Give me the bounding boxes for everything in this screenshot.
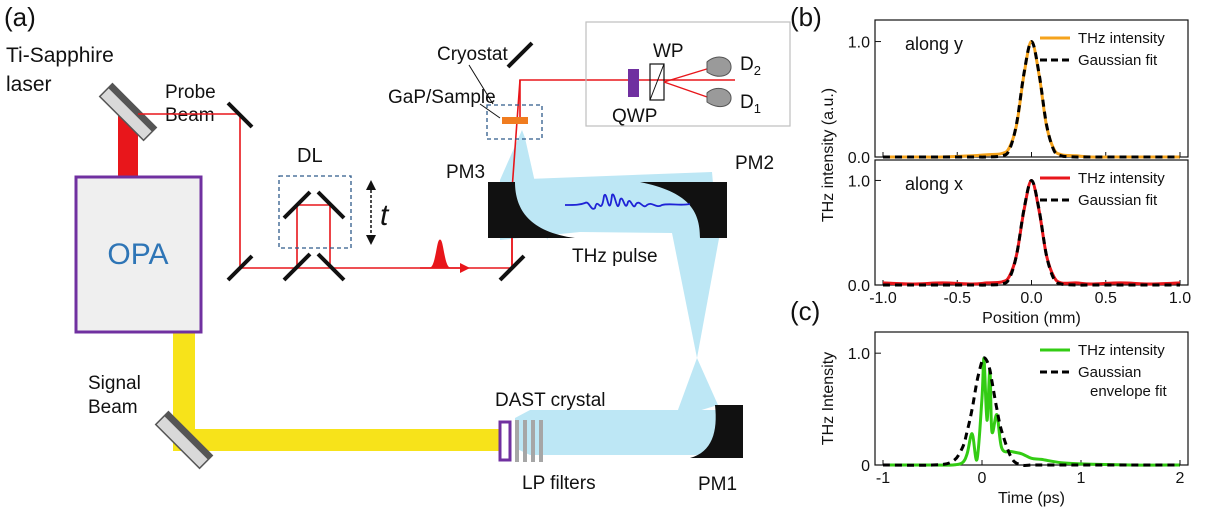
wp-diagonal xyxy=(649,63,665,101)
delay-line-label: DL xyxy=(297,145,323,167)
series-line-measured xyxy=(883,357,1181,467)
x-tick-label: 0 xyxy=(978,470,987,487)
chart-c: 0 1.0 -1 0 1 2 THz intensity Gaussian envelope f… xyxy=(820,331,1189,507)
delay-arrow-head-down xyxy=(366,235,376,245)
delay-loop xyxy=(296,204,331,268)
x-tick-label: 1 xyxy=(1077,470,1086,487)
y-tick-label: 0 xyxy=(861,458,870,475)
y-tick-label: 1.0 xyxy=(848,35,870,52)
legend-label: Gaussian fit xyxy=(1078,52,1158,69)
thz-waveform xyxy=(564,193,691,210)
detector-d2 xyxy=(706,56,732,77)
x-tick-label: 1.0 xyxy=(1169,290,1191,307)
lp-filters xyxy=(515,420,543,462)
y-tick-label: 0.0 xyxy=(848,150,870,167)
laser-label-line1: Ti-Sapphire xyxy=(6,44,114,67)
legend-label: envelope fit xyxy=(1090,383,1168,400)
pm3-label: PM3 xyxy=(446,162,485,183)
dast-crystal xyxy=(498,420,512,462)
y-axis-label: THz Intensity xyxy=(820,352,837,445)
laser-mirror xyxy=(98,82,158,142)
cryostat-box xyxy=(486,104,543,140)
thz-pulse-label: THz pulse xyxy=(572,246,658,267)
y-axis-label: THz intensity (a.u.) xyxy=(820,88,837,222)
chart-annotation: along y xyxy=(905,34,963,54)
detector-d1 xyxy=(706,87,732,108)
d1-sub: 1 xyxy=(754,101,761,116)
setup-diagram: (a) Ti-Sapphire laser OPA Probe Beam xyxy=(4,2,791,495)
panel-label-b: (b) xyxy=(790,2,822,32)
d2-label: D2 xyxy=(740,54,761,78)
pm2-label: PM2 xyxy=(735,153,774,174)
chart-annotation: along x xyxy=(905,174,963,194)
x-axis-label: Time (ps) xyxy=(998,490,1065,507)
pm1-mirror xyxy=(690,405,743,458)
series-line-fit xyxy=(882,356,1180,467)
legend-label: Gaussian xyxy=(1078,364,1141,381)
x-tick-label: 2 xyxy=(1176,470,1185,487)
signal-beam xyxy=(173,330,510,451)
legend-label: THz intensity xyxy=(1078,342,1165,359)
x-tick-label: 0.5 xyxy=(1095,290,1117,307)
cryostat-pointer xyxy=(468,64,494,105)
qwp-label: QWP xyxy=(612,106,657,127)
d1-main: D xyxy=(740,92,754,113)
y-tick-label: 1.0 xyxy=(848,346,870,363)
probe-label-line2: Beam xyxy=(165,105,215,126)
cryostat-label: Cryostat xyxy=(437,44,508,65)
x-tick-label: 0.0 xyxy=(1020,290,1042,307)
probe-label-line1: Probe xyxy=(165,82,216,103)
probe-arrowhead xyxy=(460,263,470,273)
x-tick-label: -1 xyxy=(876,470,890,487)
plot-frame xyxy=(874,331,1189,466)
probe-mirrors xyxy=(226,41,534,282)
wp-label: WP xyxy=(653,41,684,62)
x-axis-label: Position (mm) xyxy=(982,310,1081,327)
sample-pointer xyxy=(479,103,501,119)
chart-b-bottom: 0.0 1.0 -1.0 -0.5 0.0 0.5 1.0 along x THz intens… xyxy=(848,159,1191,327)
signal-label-line1: Signal xyxy=(88,373,141,394)
panel-label-c: (c) xyxy=(790,296,820,326)
y-tick-label: 1.0 xyxy=(848,173,870,190)
opa-label: OPA xyxy=(107,238,168,271)
d2-main: D xyxy=(740,54,754,75)
d2-sub: 2 xyxy=(754,63,761,78)
laser-label-line2: laser xyxy=(6,73,52,96)
pm1-label: PM1 xyxy=(698,474,737,495)
delay-line-box xyxy=(278,175,352,249)
detection-box xyxy=(585,21,791,127)
legend-label: THz intensity xyxy=(1078,170,1165,187)
opa-box xyxy=(74,175,203,334)
series-line-fit xyxy=(883,40,1180,159)
d1-label: D1 xyxy=(740,92,761,116)
dast-label: DAST crystal xyxy=(495,390,606,411)
pm2-mirror xyxy=(640,182,727,238)
probe-pulse xyxy=(429,239,451,269)
panel-label-a: (a) xyxy=(4,2,36,32)
detector-beam-top xyxy=(663,67,711,83)
delay-arrow-head-up xyxy=(366,180,376,190)
x-tick-label: -0.5 xyxy=(943,290,971,307)
sample xyxy=(502,117,528,124)
x-tick-label: -1.0 xyxy=(869,290,897,307)
pm3-mirror xyxy=(488,182,575,238)
y-tick-label: 0.0 xyxy=(848,278,870,295)
lp-filters-label: LP filters xyxy=(522,473,596,494)
delay-symbol: t xyxy=(380,199,390,232)
legend-label: Gaussian fit xyxy=(1078,192,1158,209)
detector-beam-bottom xyxy=(663,81,711,99)
legend-label: THz intensity xyxy=(1078,30,1165,47)
gap-sample-label: GaP/Sample xyxy=(388,87,496,108)
series-line-fit xyxy=(883,179,1180,287)
chart-b-top: 0.0 1.0 along y THz intensity Gaussian fit TH… xyxy=(820,19,1189,222)
qwp xyxy=(628,69,639,97)
signal-mirror xyxy=(154,410,214,470)
signal-label-line2: Beam xyxy=(88,397,138,418)
